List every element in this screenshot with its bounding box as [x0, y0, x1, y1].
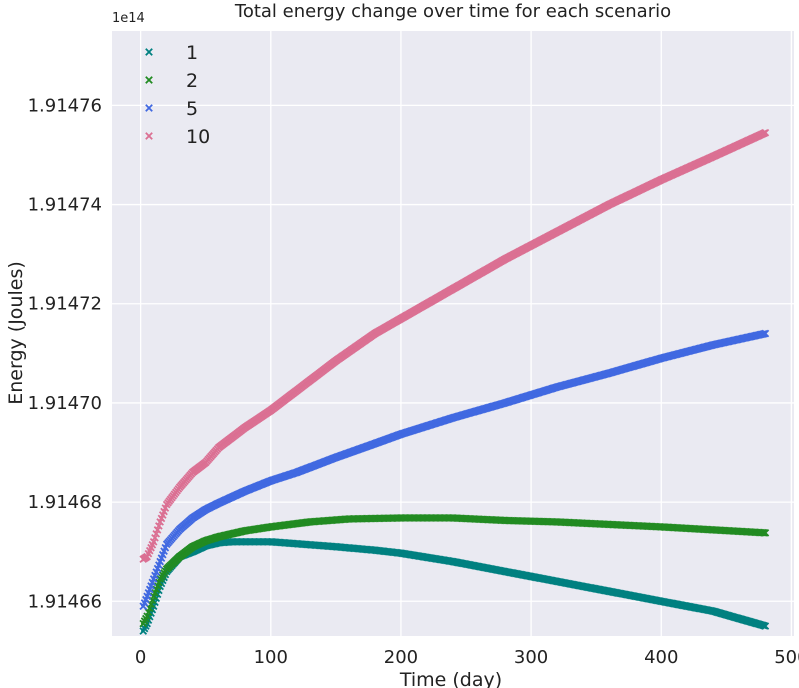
y-tick-label: 1.91470 — [28, 393, 102, 414]
data-point — [761, 529, 770, 537]
x-tick-label: 300 — [514, 647, 548, 668]
x-tick-label: 100 — [254, 647, 288, 668]
x-tick-labels: 0 100 200 300 400 500 — [135, 647, 799, 668]
legend: 1 2 5 10 — [145, 42, 210, 148]
legend-item-2: 2 — [145, 70, 198, 92]
y-axis-label: Energy (Joules) — [5, 261, 27, 405]
x-tick-label: 200 — [384, 647, 418, 668]
legend-marker — [145, 132, 153, 140]
legend-label: 1 — [186, 42, 198, 64]
legend-marker — [145, 104, 153, 112]
series-2 — [139, 514, 770, 628]
data-point — [761, 622, 770, 630]
series-10 — [139, 128, 770, 563]
legend-label: 2 — [186, 70, 198, 92]
x-axis-label: Time (day) — [399, 669, 502, 688]
legend-item-5: 5 — [145, 98, 198, 120]
series-layer — [139, 128, 770, 635]
data-point — [761, 329, 770, 338]
chart-title: Total energy change over time for each s… — [234, 1, 671, 22]
y-offset-label: 1e14 — [112, 11, 145, 26]
legend-marker — [145, 76, 153, 84]
x-tick-label: 0 — [135, 647, 146, 668]
y-tick-label: 1.91474 — [28, 195, 102, 216]
x-tick-label: 500 — [774, 647, 799, 668]
y-tick-label: 1.91472 — [28, 294, 102, 315]
y-tick-label: 1.91466 — [28, 591, 102, 612]
y-tick-labels: 1.91466 1.91468 1.91470 1.91472 1.91474 1.914… — [28, 95, 102, 612]
x-tick-label: 400 — [644, 647, 678, 668]
legend-marker — [145, 48, 153, 56]
series-5 — [139, 329, 770, 611]
legend-item-10: 10 — [145, 126, 210, 148]
legend-label: 5 — [186, 98, 198, 120]
data-point — [761, 128, 770, 137]
y-tick-label: 1.91476 — [28, 95, 102, 116]
legend-label: 10 — [186, 126, 210, 148]
legend-item-1: 1 — [145, 42, 198, 64]
y-tick-label: 1.91468 — [28, 492, 102, 513]
